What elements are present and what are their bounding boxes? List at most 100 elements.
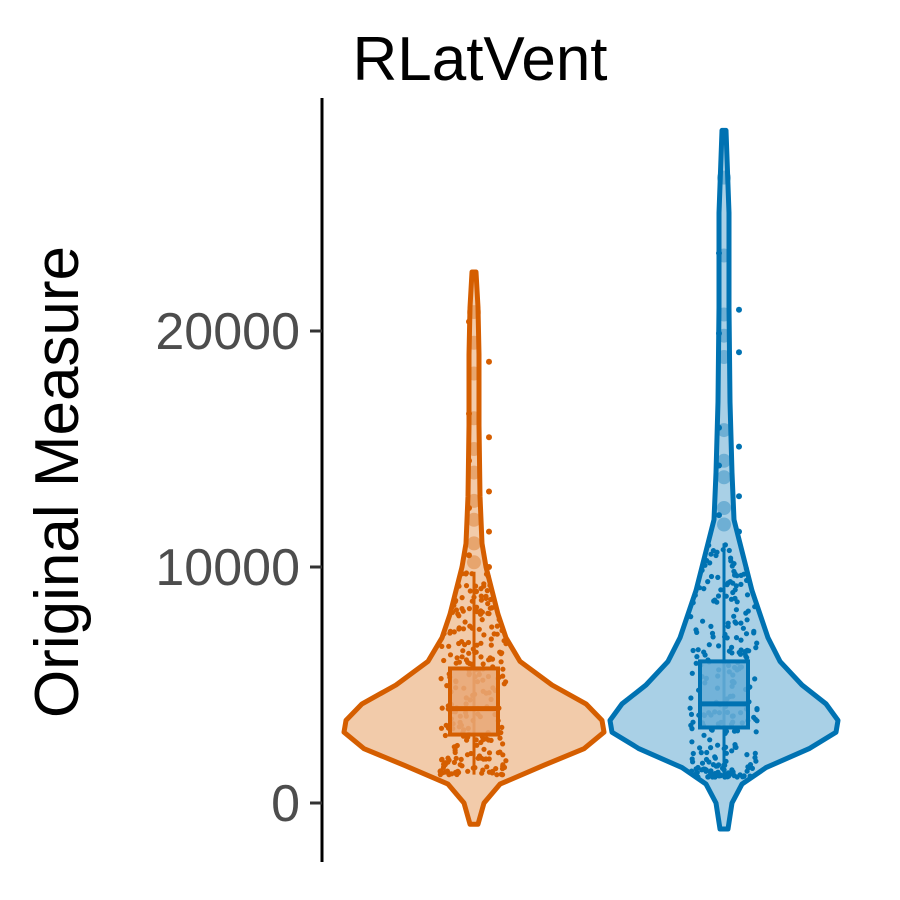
data-point (690, 750, 696, 757)
data-point (726, 547, 732, 554)
data-point (745, 608, 751, 614)
data-point (740, 625, 747, 631)
data-point (706, 642, 712, 648)
data-point (689, 768, 695, 774)
data-point (733, 635, 740, 641)
data-point (734, 599, 740, 605)
data-point (701, 649, 707, 655)
data-point (727, 579, 733, 585)
y-tick-label: 0 (271, 775, 300, 833)
data-point (459, 639, 465, 645)
outlier-point (466, 457, 472, 464)
data-point (744, 577, 750, 584)
data-point (737, 651, 744, 657)
data-point (743, 631, 750, 637)
outlier-point (467, 512, 481, 527)
outlier-point (466, 410, 472, 417)
data-point (479, 617, 485, 623)
data-point (460, 626, 467, 632)
data-point (734, 728, 741, 734)
data-point (701, 586, 707, 592)
data-point (462, 619, 468, 625)
data-point (753, 729, 759, 735)
outlier-points (716, 170, 742, 535)
data-point (715, 763, 721, 769)
data-point (446, 643, 452, 649)
data-point (752, 750, 758, 757)
data-point (738, 637, 744, 643)
data-point (700, 618, 706, 624)
data-point (499, 650, 505, 656)
data-point (454, 655, 460, 661)
data-point (439, 705, 445, 711)
data-point (696, 585, 703, 591)
data-point (732, 619, 738, 625)
data-point (466, 650, 472, 656)
outlier-point (716, 250, 722, 257)
violin-shape (607, 127, 841, 832)
data-point (694, 770, 700, 776)
data-point (688, 614, 694, 620)
outlier-point (717, 170, 731, 185)
data-point (489, 656, 496, 662)
data-point (485, 573, 491, 580)
data-point (500, 666, 506, 672)
outlier-point (717, 517, 731, 532)
data-point (728, 596, 735, 602)
data-point (689, 739, 695, 745)
data-point (499, 724, 505, 731)
data-point (707, 737, 713, 743)
data-point (702, 558, 708, 564)
data-point (744, 752, 750, 758)
data-point (478, 640, 484, 646)
outlier-point (467, 335, 481, 350)
data-point (715, 593, 722, 599)
violin-shape (341, 269, 607, 827)
data-point (465, 768, 471, 774)
data-point (754, 640, 760, 646)
data-point (708, 573, 715, 580)
outlier-point (467, 555, 481, 570)
violin-plot-area (341, 127, 841, 832)
data-point (705, 579, 711, 585)
data-point (707, 560, 713, 566)
data-point (478, 586, 484, 592)
data-point (484, 764, 490, 770)
outlier-point (736, 306, 742, 313)
data-point (480, 767, 486, 773)
data-point (478, 593, 484, 599)
data-point (449, 771, 455, 777)
data-point (480, 661, 486, 667)
data-point (486, 611, 492, 617)
data-point (706, 759, 712, 765)
data-point (439, 757, 445, 763)
data-point (732, 571, 738, 577)
data-point (743, 566, 750, 572)
data-point (752, 755, 758, 761)
chart-title: RLatVent (352, 25, 607, 94)
data-point (694, 654, 700, 660)
data-point (447, 652, 454, 658)
outlier-point (467, 366, 481, 381)
data-point (460, 648, 466, 654)
data-point (478, 597, 484, 603)
data-point (689, 756, 695, 762)
outlier-point (486, 488, 492, 495)
data-point (693, 660, 699, 666)
data-point (439, 643, 445, 650)
data-point (453, 755, 459, 761)
data-point (499, 627, 505, 634)
data-point (744, 592, 751, 598)
outlier-point (717, 350, 731, 364)
outlier-point (486, 564, 492, 570)
data-point (733, 583, 739, 589)
data-point (698, 750, 704, 756)
data-point (690, 647, 696, 654)
data-point (695, 647, 701, 653)
data-point (447, 628, 453, 634)
data-point (442, 769, 448, 775)
data-point (729, 650, 735, 656)
data-point (452, 598, 458, 605)
data-point (475, 755, 481, 761)
